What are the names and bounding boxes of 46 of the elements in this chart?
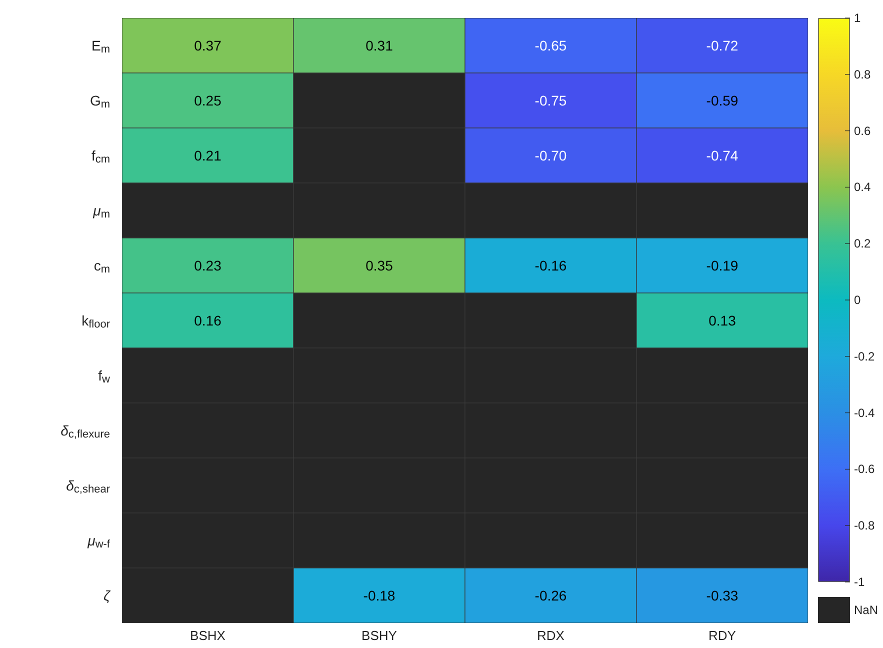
y-tick-label: f$_{w}$ bbox=[98, 368, 110, 386]
color-bar-label: 0.2 bbox=[854, 236, 872, 251]
y-tick-label: δ$_{c,shear}$ bbox=[66, 478, 110, 496]
x-tick-label: BSHY bbox=[362, 628, 398, 644]
data-label: -0.65 bbox=[534, 38, 567, 54]
color-bar-label: 0.4 bbox=[854, 180, 872, 194]
y-tick-label: c$_{m}$ bbox=[94, 258, 110, 276]
data-label: -0.59 bbox=[706, 92, 738, 108]
data-label: -0.18 bbox=[363, 588, 396, 604]
x-tick-label: RDX bbox=[537, 628, 565, 644]
data-label: 0.16 bbox=[194, 312, 222, 328]
data-label: 0.13 bbox=[708, 312, 736, 328]
data-label: -0.70 bbox=[534, 148, 567, 164]
x-tick-label: RDY bbox=[708, 628, 736, 644]
color-bar-label: 1 bbox=[854, 11, 861, 25]
y-tick-label: k$_{floor}$ bbox=[82, 312, 110, 330]
data-label: 0.25 bbox=[194, 92, 222, 108]
color-bar-label: -1 bbox=[854, 575, 865, 589]
data-label: -0.16 bbox=[534, 258, 567, 274]
data-label: 0.35 bbox=[366, 258, 394, 274]
data-label: -0.72 bbox=[706, 38, 738, 54]
color-bar-label: -0.6 bbox=[854, 462, 876, 476]
y-tick-label: δ$_{c,flexure}$ bbox=[60, 422, 110, 440]
y-tick-label: μ$_{m}$ bbox=[92, 202, 110, 220]
y-tick-label: G$_{m}$ bbox=[90, 92, 110, 110]
y-tick-label: μ$_{w-f}$ bbox=[86, 532, 111, 550]
color-bar-label: -0.4 bbox=[854, 406, 876, 420]
color-bar-label: 0 bbox=[854, 293, 861, 307]
data-label: -0.33 bbox=[706, 588, 738, 604]
data-label: 0.31 bbox=[366, 38, 394, 54]
color-bar-label: -0.8 bbox=[854, 518, 876, 533]
text: NaN bbox=[854, 603, 878, 617]
data-label: 0.21 bbox=[194, 148, 222, 164]
x-tick-label: BSHX bbox=[190, 628, 226, 644]
data-label: -0.74 bbox=[706, 148, 738, 164]
y-tick-label: f$_{cm}$ bbox=[91, 148, 110, 166]
data-label: -0.19 bbox=[706, 258, 738, 274]
color-bar-label: 0.6 bbox=[854, 124, 872, 138]
data-label: 0.23 bbox=[194, 258, 222, 274]
data-label: -0.26 bbox=[534, 588, 567, 604]
y-tick-label: ζ bbox=[104, 588, 112, 604]
data-label: -0.75 bbox=[534, 92, 567, 108]
color-bar-label: 0.8 bbox=[854, 67, 872, 82]
color-bar-label: -0.2 bbox=[854, 349, 876, 364]
data-label: 0.37 bbox=[194, 38, 222, 54]
y-tick-label: E$_{m}$ bbox=[91, 38, 110, 56]
